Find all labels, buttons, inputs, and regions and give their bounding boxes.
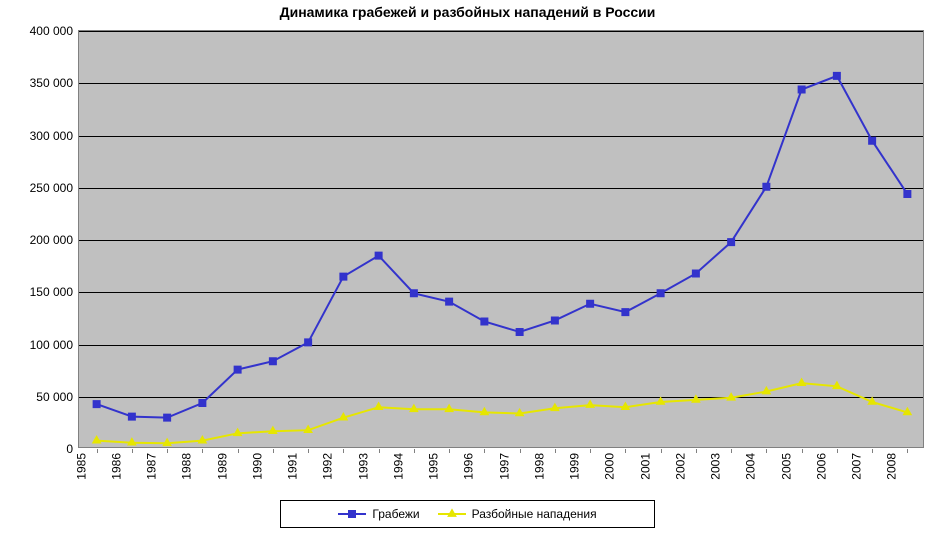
x-tick-label: 1986 — [108, 447, 124, 480]
series-marker — [269, 427, 277, 434]
x-tick-mark — [379, 449, 380, 453]
x-tick-mark — [132, 449, 133, 453]
y-tick-label: 250 000 — [30, 181, 79, 195]
x-tick-label: 2002 — [672, 447, 688, 480]
x-tick-label: 2004 — [742, 447, 758, 480]
x-tick-mark — [555, 449, 556, 453]
series-line — [97, 383, 908, 443]
x-tick-mark — [308, 449, 309, 453]
series-marker — [798, 86, 805, 93]
x-tick-label: 1992 — [319, 447, 335, 480]
series-marker — [692, 270, 699, 277]
series-marker — [269, 358, 276, 365]
x-tick-label: 2008 — [883, 447, 899, 480]
y-tick-label: 150 000 — [30, 285, 79, 299]
x-tick-mark — [661, 449, 662, 453]
y-tick-label: 200 000 — [30, 233, 79, 247]
series-marker — [375, 403, 383, 410]
series-marker — [516, 328, 523, 335]
x-tick-mark — [625, 449, 626, 453]
series-marker — [93, 401, 100, 408]
x-tick-mark — [802, 449, 803, 453]
x-tick-label: 1990 — [249, 447, 265, 480]
x-tick-mark — [696, 449, 697, 453]
legend-swatch — [438, 507, 466, 521]
legend-item: Разбойные нападения — [438, 507, 597, 521]
x-tick-label: 1996 — [460, 447, 476, 480]
series-line — [97, 76, 908, 418]
series-marker — [869, 137, 876, 144]
x-tick-mark — [343, 449, 344, 453]
y-tick-label: 300 000 — [30, 129, 79, 143]
y-tick-label: 400 000 — [30, 24, 79, 38]
series-marker — [586, 400, 594, 407]
x-tick-label: 2005 — [777, 447, 793, 480]
plot-area: 050 000100 000150 000200 000250 000300 0… — [78, 30, 924, 448]
x-tick-mark — [766, 449, 767, 453]
legend-swatch — [338, 507, 366, 521]
legend: Грабежи Разбойные нападения — [280, 500, 655, 528]
series-marker — [164, 414, 171, 421]
x-tick-label: 1997 — [495, 447, 511, 480]
x-tick-label: 1998 — [531, 447, 547, 480]
series-marker — [481, 318, 488, 325]
y-tick-label: 50 000 — [36, 390, 79, 404]
x-tick-label: 1985 — [72, 447, 88, 480]
x-tick-label: 2006 — [813, 447, 829, 480]
series-marker — [340, 273, 347, 280]
series-marker — [798, 379, 806, 386]
series-layer — [79, 31, 925, 449]
x-tick-mark — [167, 449, 168, 453]
x-tick-mark — [731, 449, 732, 453]
x-tick-mark — [484, 449, 485, 453]
series-marker — [446, 298, 453, 305]
series-marker — [587, 300, 594, 307]
series-marker — [234, 366, 241, 373]
x-tick-label: 1987 — [143, 447, 159, 480]
x-tick-label: 2000 — [601, 447, 617, 480]
x-tick-mark — [202, 449, 203, 453]
series-marker — [728, 239, 735, 246]
x-tick-mark — [238, 449, 239, 453]
x-tick-label: 1991 — [284, 447, 300, 480]
x-tick-label: 2001 — [636, 447, 652, 480]
chart-title: Динамика грабежей и разбойных нападений … — [0, 4, 935, 20]
x-tick-mark — [273, 449, 274, 453]
x-tick-label: 1995 — [425, 447, 441, 480]
x-tick-label: 1999 — [566, 447, 582, 480]
x-tick-label: 2003 — [707, 447, 723, 480]
legend-item: Грабежи — [338, 507, 419, 521]
series-marker — [833, 72, 840, 79]
series-marker — [199, 400, 206, 407]
series-marker — [128, 413, 135, 420]
series-marker — [657, 290, 664, 297]
x-tick-label: 2007 — [848, 447, 864, 480]
series-marker — [622, 309, 629, 316]
x-tick-mark — [97, 449, 98, 453]
y-tick-label: 100 000 — [30, 338, 79, 352]
legend-label: Грабежи — [372, 507, 419, 521]
x-tick-mark — [837, 449, 838, 453]
x-tick-label: 1988 — [178, 447, 194, 480]
series-marker — [551, 317, 558, 324]
x-tick-label: 1993 — [354, 447, 370, 480]
series-marker — [410, 290, 417, 297]
x-tick-mark — [414, 449, 415, 453]
series-marker — [445, 405, 453, 412]
series-marker — [93, 436, 101, 443]
x-tick-mark — [907, 449, 908, 453]
series-marker — [375, 252, 382, 259]
x-tick-mark — [449, 449, 450, 453]
series-marker — [763, 183, 770, 190]
x-tick-mark — [590, 449, 591, 453]
y-tick-label: 350 000 — [30, 76, 79, 90]
legend-label: Разбойные нападения — [472, 507, 597, 521]
series-marker — [904, 191, 911, 198]
series-marker — [305, 339, 312, 346]
x-tick-mark — [520, 449, 521, 453]
x-tick-label: 1989 — [213, 447, 229, 480]
x-tick-mark — [872, 449, 873, 453]
x-tick-label: 1994 — [390, 447, 406, 480]
